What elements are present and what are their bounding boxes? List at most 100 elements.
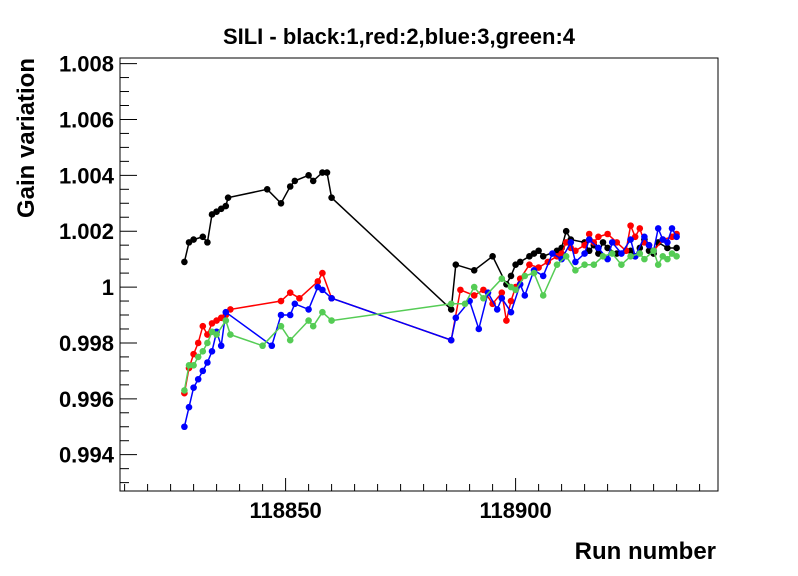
data-point <box>641 233 648 241</box>
data-point <box>654 225 662 232</box>
data-point <box>498 275 506 282</box>
series-1 <box>181 169 680 313</box>
data-point <box>199 322 207 330</box>
data-point <box>530 269 538 277</box>
y-axis: 0.994 0.996 0.998 1 1.002 1.004 1.006 1.008 <box>59 52 137 484</box>
data-point <box>553 261 561 269</box>
data-point <box>181 387 188 394</box>
data-point <box>452 314 460 322</box>
data-point <box>185 361 193 369</box>
data-point <box>319 286 326 294</box>
data-point <box>319 308 326 316</box>
data-point <box>194 339 202 347</box>
data-point <box>263 185 271 193</box>
data-point <box>585 236 593 243</box>
data-point <box>498 294 506 302</box>
data-point <box>199 233 207 241</box>
data-point <box>286 311 294 319</box>
data-point <box>641 255 648 263</box>
data-point <box>498 289 506 296</box>
data-point <box>277 322 285 330</box>
data-point <box>503 317 510 324</box>
data-point <box>627 222 634 229</box>
data-point <box>213 331 220 338</box>
data-point <box>645 241 653 249</box>
data-point <box>636 250 644 257</box>
y-axis-label: Gain variation <box>13 58 40 218</box>
data-point <box>627 253 634 260</box>
data-point <box>452 261 460 269</box>
series-layer <box>181 169 680 431</box>
data-point <box>618 261 625 269</box>
data-point <box>489 253 496 260</box>
data-point <box>286 336 294 344</box>
data-point <box>604 244 611 252</box>
data-point <box>305 306 312 313</box>
data-point <box>286 289 294 296</box>
data-point <box>217 342 225 350</box>
chart-title: SILI - black:1,red:2,blue:3,green:4 <box>223 24 576 49</box>
data-point <box>673 244 680 252</box>
data-point <box>222 317 230 324</box>
data-point <box>581 261 588 269</box>
data-point <box>654 261 662 269</box>
data-point <box>291 300 299 308</box>
data-point <box>323 169 331 176</box>
data-point <box>664 244 671 252</box>
series-4 <box>181 247 680 394</box>
x-axis: 118850 118900 <box>124 478 701 523</box>
data-point <box>507 308 515 316</box>
data-point <box>618 250 625 257</box>
data-point <box>457 286 464 294</box>
data-point <box>516 258 524 266</box>
y-tick-label: 1.008 <box>59 52 114 77</box>
data-point <box>599 253 607 260</box>
data-point <box>305 172 312 179</box>
data-point <box>562 253 570 260</box>
data-point <box>305 317 312 324</box>
data-point <box>222 202 230 210</box>
data-point <box>595 233 602 241</box>
data-point <box>636 225 644 232</box>
x-tick-label: 118900 <box>479 498 551 523</box>
y-tick-label: 0.996 <box>59 387 114 412</box>
data-point <box>480 294 487 302</box>
data-point <box>185 403 193 411</box>
x-tick-label: 118850 <box>249 498 321 523</box>
data-point <box>470 283 478 291</box>
data-point <box>470 267 478 274</box>
data-point <box>328 294 335 302</box>
data-point <box>447 306 455 313</box>
data-point <box>181 258 188 266</box>
data-point <box>314 278 322 285</box>
plot-frame <box>119 57 719 492</box>
data-point <box>277 311 285 319</box>
data-point <box>190 236 197 243</box>
data-point <box>291 177 299 185</box>
data-point <box>470 292 478 299</box>
data-point <box>507 272 515 280</box>
data-point <box>461 300 469 308</box>
data-point <box>549 250 556 257</box>
y-tick-label: 0.998 <box>59 331 114 356</box>
data-point <box>572 258 579 266</box>
data-point <box>199 367 207 375</box>
data-point <box>224 194 232 201</box>
data-point <box>277 297 285 305</box>
data-point <box>319 169 326 176</box>
data-point <box>319 269 326 277</box>
data-point <box>286 183 294 190</box>
data-point <box>190 361 197 369</box>
data-point <box>664 239 671 246</box>
data-point <box>599 239 607 246</box>
y-tick-label: 1.002 <box>59 219 114 244</box>
data-point <box>673 253 680 260</box>
data-point <box>199 348 207 355</box>
y-tick-label: 1 <box>102 275 114 300</box>
data-point <box>309 322 317 330</box>
data-point <box>539 253 547 260</box>
data-point <box>296 294 303 302</box>
y-tick-label: 1.004 <box>59 163 115 188</box>
data-point <box>613 250 621 257</box>
